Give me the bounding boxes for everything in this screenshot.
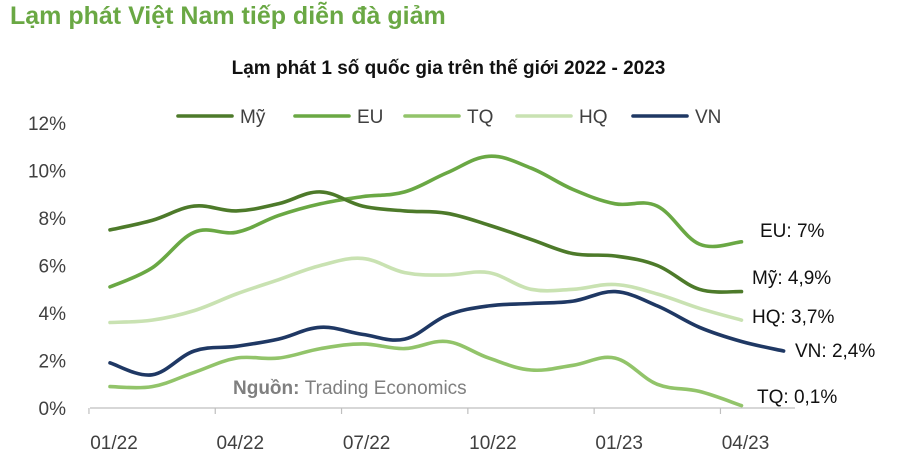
chart-title: Lạm phát 1 số quốc gia trên thế giới 202…	[231, 58, 666, 79]
y-tick-label: 10%	[28, 162, 66, 183]
series-line-tq	[108, 339, 744, 408]
end-label: Mỹ: 4,9%	[752, 268, 831, 289]
x-tick-label: 07/22	[343, 433, 391, 454]
legend-label: HQ	[579, 107, 608, 128]
end-label: EU: 7%	[760, 221, 825, 242]
series-line-eu	[108, 154, 744, 289]
y-tick-label: 4%	[39, 304, 67, 325]
y-tick-label: 6%	[39, 257, 67, 278]
page-headline: Lạm phát Việt Nam tiếp diễn đà giảm	[10, 2, 446, 30]
series-line-us	[108, 190, 744, 294]
y-tick-label: 12%	[28, 114, 66, 135]
x-tick-label: 10/22	[469, 433, 517, 454]
legend-label: Mỹ	[240, 107, 266, 128]
source-note: Nguồn: Trading Economics	[233, 378, 467, 399]
series-line-hq	[108, 256, 744, 325]
x-tick-label: 04/23	[722, 433, 770, 454]
y-tick-label: 8%	[39, 209, 67, 230]
y-tick-label: 0%	[39, 399, 67, 420]
end-label: HQ: 3,7%	[752, 307, 834, 328]
x-tick-label: 01/22	[90, 433, 138, 454]
legend-label: VN	[695, 107, 721, 128]
y-tick-label: 2%	[39, 352, 67, 373]
x-tick-label: 04/22	[217, 433, 265, 454]
x-tick-label: 01/23	[595, 433, 643, 454]
end-label: TQ: 0,1%	[757, 387, 837, 408]
legend-label: TQ	[467, 107, 493, 128]
series-line-vn	[108, 289, 786, 377]
legend-label: EU	[357, 107, 383, 128]
end-label: VN: 2,4%	[795, 341, 875, 362]
